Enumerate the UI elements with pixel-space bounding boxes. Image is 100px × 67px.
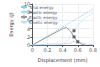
svg-text:0.6: 0.6 [74, 47, 82, 53]
svg-text:Elastic energy: Elastic energy [29, 14, 58, 20]
svg-text:0: 0 [31, 47, 34, 53]
svg-text:Plastic energy: Plastic energy [29, 9, 58, 15]
svg-text:Total energy: Total energy [29, 4, 54, 10]
svg-text:0.8: 0.8 [89, 47, 97, 53]
svg-text:0.4: 0.4 [59, 47, 67, 53]
svg-text:10: 10 [23, 1, 31, 7]
svg-text:Energy (J): Energy (J) [8, 12, 15, 37]
svg-text:4: 4 [27, 26, 30, 32]
svg-text:0.2: 0.2 [43, 47, 51, 53]
svg-text:Kinetic energy: Kinetic energy [29, 20, 58, 25]
svg-text:0: 0 [27, 42, 31, 49]
svg-text:Displacement (mm): Displacement (mm) [38, 57, 88, 64]
svg-text:2: 2 [27, 34, 30, 40]
